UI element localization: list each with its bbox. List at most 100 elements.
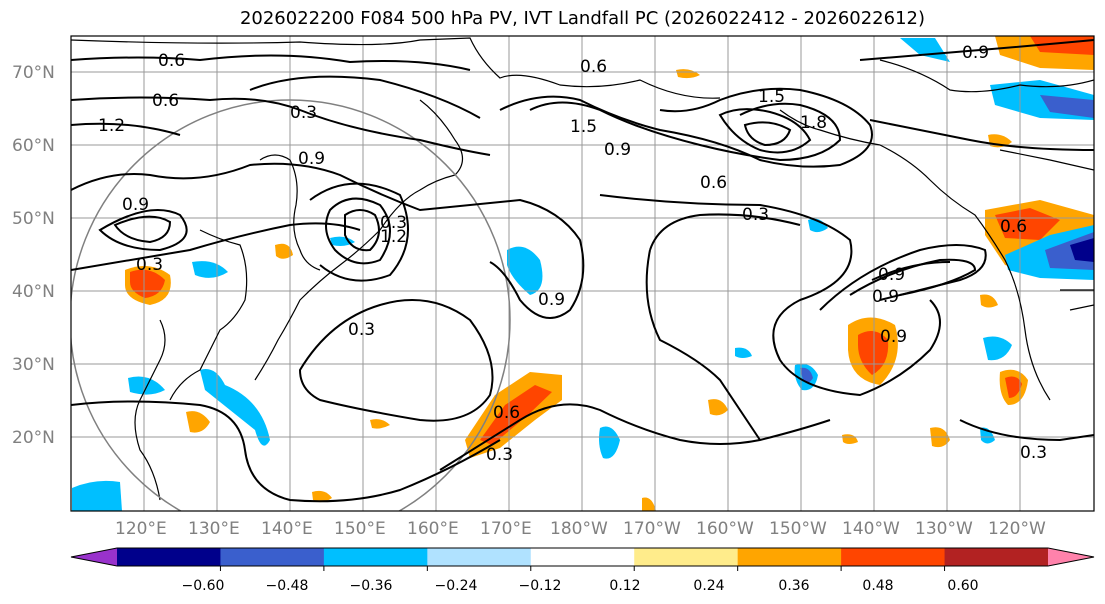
longitude-labels: 120°E 130°E 140°E 150°E 160°E 170°E 180°… <box>115 519 1046 539</box>
colorbar-segment <box>117 548 221 566</box>
negative-anomaly-region <box>808 218 828 233</box>
negative-anomaly-region <box>983 336 1012 361</box>
colorbar: −0.60 −0.48 −0.36 −0.24 −0.12 0.12 0.24 … <box>70 547 1095 594</box>
contour-label: 0.9 <box>298 149 325 169</box>
positive-anomaly-core <box>480 385 552 445</box>
map-frame <box>70 35 1095 512</box>
lon-label: 140°W <box>842 519 900 539</box>
contour-label: 0.3 <box>348 320 375 340</box>
latitude-labels: 70°N 60°N 50°N 40°N 30°N 20°N <box>12 63 55 448</box>
colorbar-tick-label: 0.24 <box>693 578 724 594</box>
pv-contours <box>71 39 1094 503</box>
colorbar-segment <box>944 548 1049 566</box>
contour-label: 1.2 <box>380 227 407 247</box>
colorbar-segment <box>737 548 842 566</box>
contour-label: 0.3 <box>380 213 407 233</box>
colorbar-tick-label: −0.36 <box>350 578 393 594</box>
lat-label: 40°N <box>12 282 55 302</box>
colorbar-tick-label: −0.60 <box>182 578 225 594</box>
colorbar-tick-label: 0.48 <box>862 578 893 594</box>
colorbar-tick-label: 0.36 <box>778 578 809 594</box>
contour-label: 0.9 <box>880 327 907 347</box>
negative-anomaly-region <box>900 38 950 62</box>
contour-label-group: 0.6 0.6 1.2 0.3 0.9 0.9 0.3 0.3 1.2 0.9 … <box>98 43 1047 465</box>
lat-label: 20°N <box>12 428 55 448</box>
colorbar-segment <box>530 548 635 566</box>
positive-anomaly-region <box>186 411 210 433</box>
contour-label: 0.9 <box>962 43 989 63</box>
lon-label: 180°W <box>550 519 608 539</box>
colorbar-tick-label: 0.60 <box>947 578 978 594</box>
colorbar-labels: −0.60 −0.48 −0.36 −0.24 −0.12 0.12 0.24 … <box>182 578 979 594</box>
lon-label: 130°E <box>188 519 240 539</box>
contour-label: 1.2 <box>98 116 125 136</box>
colorbar-tick-label: −0.48 <box>266 578 309 594</box>
negative-anomaly-core <box>800 367 813 383</box>
colorbar-ticks <box>219 566 946 571</box>
lon-label: 150°W <box>769 519 827 539</box>
positive-anomaly-region <box>980 294 998 308</box>
contour-label: 0.3 <box>486 445 513 465</box>
colorbar-segment <box>841 548 946 566</box>
colorbar-segments <box>117 548 1049 566</box>
lat-label: 70°N <box>12 63 55 83</box>
negative-anomaly-region <box>128 376 165 395</box>
colorbar-segment <box>427 548 532 566</box>
contour-label: 0.6 <box>580 57 607 77</box>
positive-anomaly-region <box>275 243 293 259</box>
lon-label: 160°E <box>407 519 459 539</box>
negative-anomaly-max <box>1070 238 1094 262</box>
negative-anomaly-region <box>72 480 122 511</box>
contour-label: 0.6 <box>700 173 727 193</box>
positive-anomaly-region <box>676 69 700 79</box>
negative-anomaly-region <box>735 347 752 358</box>
lat-label: 60°N <box>12 136 55 156</box>
negative-anomaly-core <box>1040 95 1094 118</box>
colorbar-extend-low <box>71 548 117 566</box>
positive-anomaly-core <box>1005 376 1022 398</box>
negative-anomaly-region <box>599 426 620 459</box>
colorbar-segment <box>323 548 428 566</box>
colorbar-outline <box>70 547 1095 567</box>
positive-anomaly-region <box>708 399 728 416</box>
lon-label: 130°W <box>915 519 973 539</box>
contour-label: 0.6 <box>158 51 185 71</box>
positive-anomaly-region <box>312 490 332 503</box>
contour-label: 0.9 <box>604 140 631 160</box>
lon-label: 120°W <box>988 519 1046 539</box>
positive-anomaly-region <box>370 419 390 429</box>
colorbar-tick-label: 0.12 <box>609 578 640 594</box>
contour-label: 0.3 <box>1020 443 1047 463</box>
negative-anomaly-region <box>192 261 228 278</box>
positive-anomaly-region <box>642 497 656 511</box>
negative-anomaly-region <box>330 236 355 246</box>
lat-label: 30°N <box>12 355 55 375</box>
contour-label: 0.9 <box>538 290 565 310</box>
lon-label: 150°E <box>334 519 386 539</box>
positive-anomaly-core <box>995 208 1060 240</box>
contour-label: 1.5 <box>570 117 597 137</box>
contour-label: 0.9 <box>872 287 899 307</box>
contour-label: 1.5 <box>758 87 785 107</box>
colorbar-segment <box>220 548 325 566</box>
colorbar-segment <box>634 548 739 566</box>
lon-label: 120°E <box>115 519 167 539</box>
contour-label: 0.6 <box>1000 217 1027 237</box>
lon-label: 170°E <box>480 519 532 539</box>
figure-title: 2026022200 F084 500 hPa PV, IVT Landfall… <box>239 8 926 29</box>
coastlines <box>71 37 1094 501</box>
colorbar-tick-label: −0.12 <box>519 578 562 594</box>
contour-label: 0.6 <box>493 403 520 423</box>
negative-anomaly-region <box>980 427 995 444</box>
lon-label: 170°W <box>623 519 681 539</box>
contour-label: 0.3 <box>136 255 163 275</box>
contour-label: 0.6 <box>152 91 179 111</box>
contour-label: 1.8 <box>800 113 827 133</box>
colorbar-extend-high <box>1048 548 1094 566</box>
contour-label: 0.9 <box>122 195 149 215</box>
lon-label: 160°W <box>696 519 754 539</box>
contour-label: 0.3 <box>290 103 317 123</box>
colorbar-tick-label: −0.24 <box>435 578 478 594</box>
contour-label: 0.3 <box>742 205 769 225</box>
